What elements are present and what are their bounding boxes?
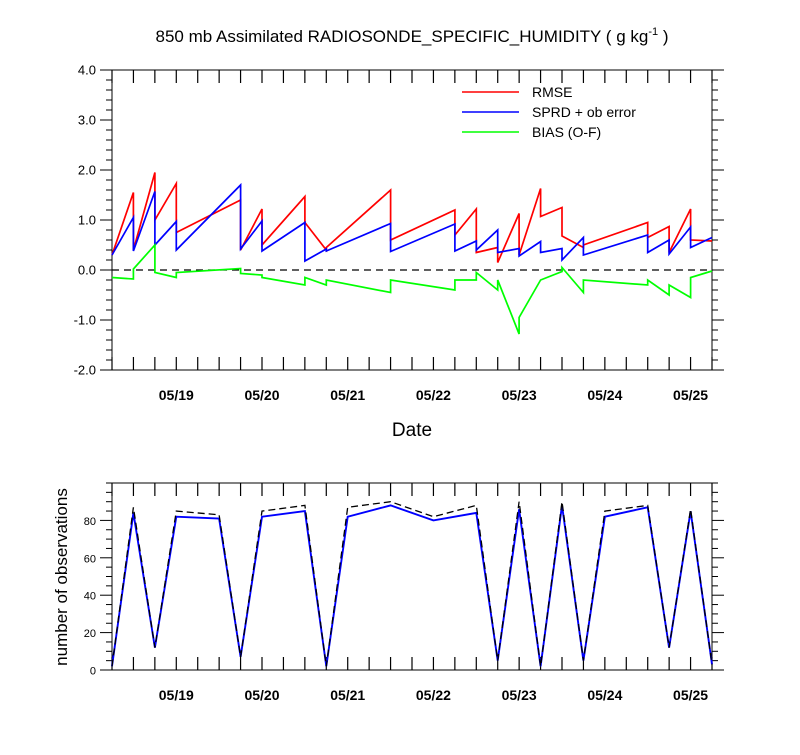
x-axis-label: Date: [392, 420, 432, 441]
top-y-tick-label: 3.0: [78, 113, 96, 128]
bottom-x-tick-label: 05/22: [416, 687, 451, 703]
chart-title-main: 850 mb Assimilated RADIOSONDE_SPECIFIC_H…: [156, 27, 649, 46]
bottom-x-tick-label: 05/20: [244, 687, 279, 703]
bottom-y-tick-labels: 80 60 40 20 0: [84, 516, 96, 678]
top-x-tick-label: 05/22: [416, 387, 451, 403]
bottom-y-tick-label: 40: [84, 591, 96, 603]
top-x-tick-label: 05/24: [587, 387, 622, 403]
legend-label-sprd: SPRD + ob error: [532, 104, 636, 120]
series-line-obs-used: [111, 504, 713, 667]
bottom-axis-ticks: [100, 482, 724, 671]
series-line-rmse: [111, 172, 713, 263]
bottom-y-tick-label: 80: [84, 516, 96, 528]
top-axis-ticks: [100, 69, 724, 371]
top-y-tick-label: 4.0: [78, 63, 96, 78]
bottom-x-tick-label: 05/19: [159, 687, 194, 703]
series-line-obs-possible: [111, 501, 713, 667]
top-y-tick-label: 2.0: [78, 163, 96, 178]
bottom-y-tick-label: 60: [84, 553, 96, 565]
chart-title-superscript: -1: [648, 26, 658, 38]
bottom-panel: 80 60 40 20 0 05/19 05/20 05/21 05/22 05/23 05/24…: [52, 482, 724, 703]
bottom-x-tick-label: 05/23: [502, 687, 537, 703]
top-y-tick-labels: 4.0 3.0 2.0 1.0 0.0 -1.0 -2.0: [74, 63, 96, 378]
bottom-x-tick-label: 05/25: [673, 687, 708, 703]
chart-title: 850 mb Assimilated RADIOSONDE_SPECIFIC_H…: [156, 26, 669, 46]
top-y-tick-label: -1.0: [74, 313, 96, 328]
top-y-tick-label: 1.0: [78, 213, 96, 228]
top-x-tick-label: 05/19: [159, 387, 194, 403]
legend-label-bias: BIAS (O-F): [532, 124, 601, 140]
bottom-x-tick-labels: 05/19 05/20 05/21 05/22 05/23 05/24 05/25: [159, 687, 709, 703]
top-series-group: [111, 172, 713, 335]
bottom-x-tick-label: 05/24: [587, 687, 622, 703]
bottom-y-tick-label: 0: [90, 666, 96, 678]
top-x-tick-label: 05/25: [673, 387, 708, 403]
top-x-tick-label: 05/23: [502, 387, 537, 403]
top-y-tick-label: -2.0: [74, 363, 96, 378]
top-x-tick-labels: 05/19 05/20 05/21 05/22 05/23 05/24 05/25: [159, 387, 709, 403]
bottom-plot-frame: [111, 482, 713, 671]
top-panel: 4.03.02.01.00.0-1.0-2.0 05/19 05/20 05/21 0…: [74, 63, 724, 441]
chart-title-end: ): [658, 27, 668, 46]
legend-label-rmse: RMSE: [532, 84, 572, 100]
legend: RMSE SPRD + ob error BIAS (O-F): [462, 84, 636, 140]
bottom-x-tick-label: 05/21: [330, 687, 365, 703]
bottom-y-tick-label: 20: [84, 628, 96, 640]
top-y-tick-label: 0.0: [78, 263, 96, 278]
top-x-tick-label: 05/21: [330, 387, 365, 403]
series-line-sprd-ob-error: [111, 182, 713, 263]
y-axis-label-observations: number of observations: [52, 488, 71, 666]
series-line-bias-o-f: [111, 242, 713, 335]
bottom-series-group: [111, 501, 713, 667]
top-x-tick-label: 05/20: [244, 387, 279, 403]
